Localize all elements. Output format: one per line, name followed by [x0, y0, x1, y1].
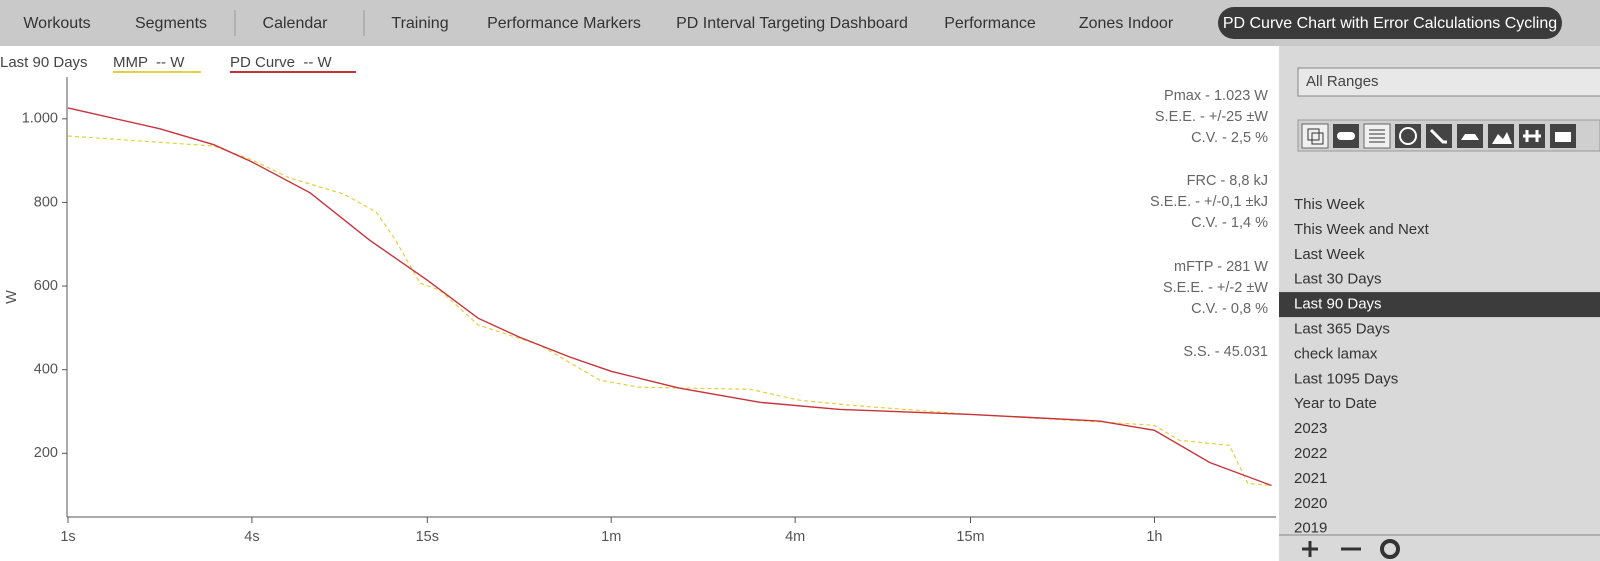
x-tick-label: 1h [1146, 529, 1162, 545]
selected-range[interactable] [1279, 292, 1600, 318]
icon [1555, 132, 1571, 142]
icon [1399, 127, 1417, 145]
y-tick-label: 1.000 [22, 111, 58, 127]
nav-tab[interactable]: Calendar [263, 15, 329, 32]
icon [1523, 130, 1541, 142]
range-item[interactable]: 2023 [1294, 420, 1327, 437]
range-item[interactable]: Year to Date [1294, 395, 1377, 412]
x-tick-label: 4s [244, 529, 259, 545]
x-tick-label: 1s [60, 529, 75, 545]
stat-annotation: C.V. - 0,8 % [1191, 301, 1268, 317]
legend-entry[interactable]: PD Curve -- W [230, 54, 333, 71]
y-tick-label: 400 [34, 361, 58, 377]
x-tick-label: 1m [601, 529, 621, 545]
dropdown-label: All Ranges [1306, 73, 1379, 90]
stat-annotation: S.E.E. - +/-0,1 ±kJ [1150, 194, 1268, 210]
stat-annotation: C.V. - 2,5 % [1191, 130, 1268, 146]
range-item[interactable]: This Week [1294, 196, 1365, 213]
nav-tab[interactable]: Zones Indoor [1079, 15, 1174, 32]
nav-tab[interactable]: Performance [944, 15, 1036, 32]
legend-entry[interactable]: MMP -- W [113, 54, 185, 71]
range-item[interactable]: Last 365 Days [1294, 320, 1390, 337]
stat-annotation: S.E.E. - +/-2 ±W [1163, 280, 1268, 296]
x-tick-label: 15m [956, 529, 984, 545]
stat-annotation: Pmax - 1.023 W [1164, 88, 1268, 104]
series-line [67, 135, 1272, 487]
range-item[interactable]: Last 30 Days [1294, 271, 1382, 288]
icon [1369, 129, 1385, 143]
range-item[interactable]: check lamax [1294, 345, 1378, 362]
x-tick-label: 15s [416, 529, 439, 545]
range-item[interactable]: 2021 [1294, 470, 1327, 487]
toolbar [1297, 119, 1600, 152]
nav-tab[interactable]: Training [391, 15, 448, 32]
icon [1337, 132, 1355, 140]
nav-tab[interactable]: Workouts [23, 15, 90, 32]
y-axis-label: W [4, 290, 20, 304]
range-item[interactable]: 2019 [1294, 520, 1327, 537]
range-item[interactable]: Last Week [1294, 246, 1365, 263]
icon [1311, 132, 1324, 145]
settings-icon[interactable] [1380, 539, 1400, 559]
range-item[interactable]: 2022 [1294, 445, 1327, 462]
x-tick-label: 4m [785, 529, 805, 545]
active-tab[interactable] [1218, 7, 1562, 39]
tool-button[interactable] [1363, 123, 1391, 149]
range-dropdown[interactable] [1297, 67, 1600, 97]
nav-tab[interactable]: Segments [135, 15, 207, 32]
legend-title: Last 90 Days [0, 54, 88, 71]
icon [1492, 132, 1512, 144]
icon [1461, 134, 1479, 140]
tool-button[interactable] [1488, 124, 1514, 148]
stat-annotation: S.S. - 45.031 [1183, 344, 1268, 360]
chart-area [0, 46, 1279, 561]
stat-annotation: FRC - 8,8 kJ [1187, 173, 1268, 189]
icon [1307, 128, 1320, 141]
range-item[interactable]: Last 1095 Days [1294, 370, 1398, 387]
range-item[interactable]: 2020 [1294, 495, 1327, 512]
range-item[interactable]: Last 90 Days [1294, 296, 1382, 313]
icon [1429, 128, 1447, 144]
range-item[interactable]: This Week and Next [1294, 221, 1430, 238]
stat-annotation: S.E.E. - +/-25 ±W [1155, 109, 1268, 125]
nav-tab[interactable]: PD Interval Targeting Dashboard [676, 15, 908, 32]
y-tick-label: 200 [34, 445, 58, 461]
y-tick-label: 600 [34, 278, 58, 294]
nav-tab[interactable]: Performance Markers [487, 15, 641, 32]
y-tick-label: 800 [34, 194, 58, 210]
stat-annotation: C.V. - 1,4 % [1191, 215, 1268, 231]
nav-tab[interactable]: PD Curve Chart with Error Calculations C… [1223, 15, 1557, 32]
series-line [67, 107, 1272, 487]
list-actions[interactable] [1302, 541, 1361, 557]
stat-annotation: mFTP - 281 W [1174, 259, 1268, 275]
